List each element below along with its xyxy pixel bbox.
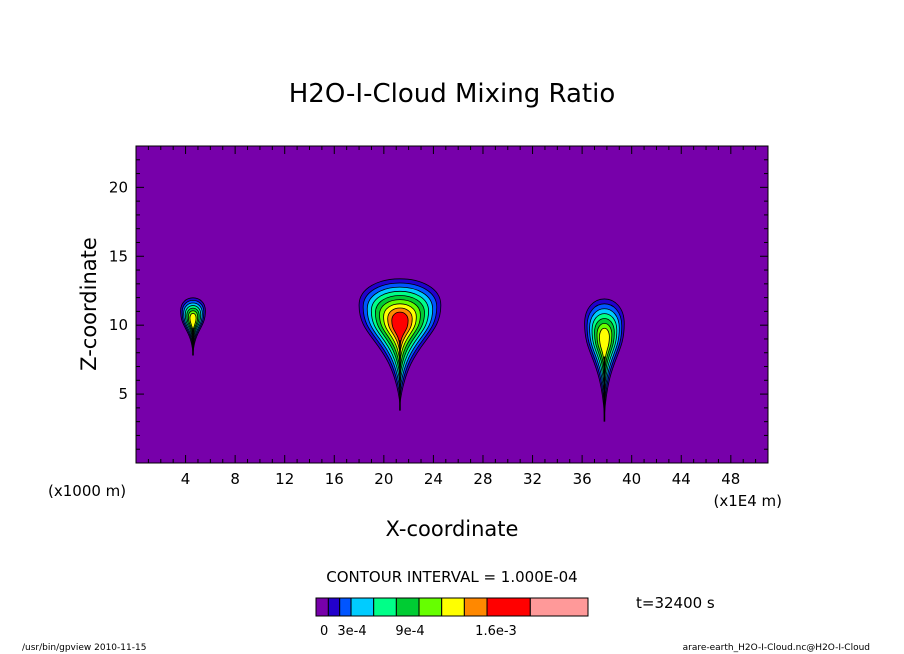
x-tick-label: 20 bbox=[374, 470, 393, 488]
x-tick-label: 36 bbox=[573, 470, 592, 488]
cloud-3 bbox=[584, 298, 625, 422]
legend-swatch bbox=[486, 597, 531, 617]
legend-label: 3e-4 bbox=[337, 624, 366, 639]
x-tick-label: 4 bbox=[181, 470, 191, 488]
x-unit-left: (x1000 m) bbox=[48, 482, 126, 500]
contour-interval-label: CONTOUR INTERVAL = 1.000E-04 bbox=[326, 568, 577, 586]
x-unit-right: (x1E4 m) bbox=[713, 492, 782, 510]
y-tick-group: 5 10 15 20 bbox=[109, 159, 768, 450]
x-tick-label: 24 bbox=[424, 470, 443, 488]
x-tick-label: 8 bbox=[230, 470, 240, 488]
x-tick-label: 40 bbox=[622, 470, 641, 488]
y-tick-label: 10 bbox=[109, 316, 128, 334]
legend-swatch bbox=[315, 597, 329, 617]
x-tick-label: 16 bbox=[325, 470, 344, 488]
legend-swatch bbox=[339, 597, 352, 617]
legend-swatch bbox=[463, 597, 488, 617]
legend-swatch bbox=[373, 597, 397, 617]
x-tick-group: 4 8 12 16 20 24 28 32 36 40 44 48 bbox=[147, 146, 757, 488]
chart-title: H2O-I-Cloud Mixing Ratio bbox=[289, 79, 616, 109]
contour-level-9 bbox=[391, 311, 409, 347]
legend-label: 1.6e-3 bbox=[475, 624, 517, 639]
legend-swatch bbox=[441, 597, 465, 617]
legend-label: 0 bbox=[320, 624, 328, 639]
plot-background bbox=[136, 146, 768, 463]
plot-frame bbox=[135, 145, 769, 464]
y-axis-label: Z-coordinate bbox=[77, 237, 101, 371]
legend-swatch bbox=[418, 597, 443, 617]
x-axis-label: X-coordinate bbox=[386, 517, 519, 541]
legend-swatch bbox=[350, 597, 375, 617]
y-tick-label: 15 bbox=[109, 247, 128, 265]
x-tick-label: 44 bbox=[672, 470, 691, 488]
cloud-2 bbox=[358, 278, 442, 411]
y-tick-label: 20 bbox=[109, 178, 128, 196]
contour-level-7 bbox=[599, 327, 610, 366]
legend-labels: 0 3e-4 9e-4 1.6e-3 bbox=[320, 624, 517, 639]
x-tick-label: 12 bbox=[275, 470, 294, 488]
color-legend bbox=[315, 597, 589, 617]
footer-right: arare-earth_H2O-I-Cloud.nc@H2O-I-Cloud bbox=[683, 643, 870, 653]
contour-level-7 bbox=[189, 312, 197, 332]
legend-swatch bbox=[529, 597, 589, 617]
legend-swatch bbox=[327, 597, 341, 617]
cloud-1 bbox=[180, 297, 206, 356]
y-tick-label: 5 bbox=[118, 385, 128, 403]
footer-left: /usr/bin/gpview 2010-11-15 bbox=[22, 643, 146, 653]
time-label: t=32400 s bbox=[636, 594, 715, 612]
x-tick-label: 28 bbox=[473, 470, 492, 488]
legend-swatch bbox=[395, 597, 420, 617]
x-tick-label: 32 bbox=[523, 470, 542, 488]
x-tick-label: 48 bbox=[721, 470, 740, 488]
legend-label: 9e-4 bbox=[395, 624, 424, 639]
plot-area bbox=[135, 145, 769, 464]
